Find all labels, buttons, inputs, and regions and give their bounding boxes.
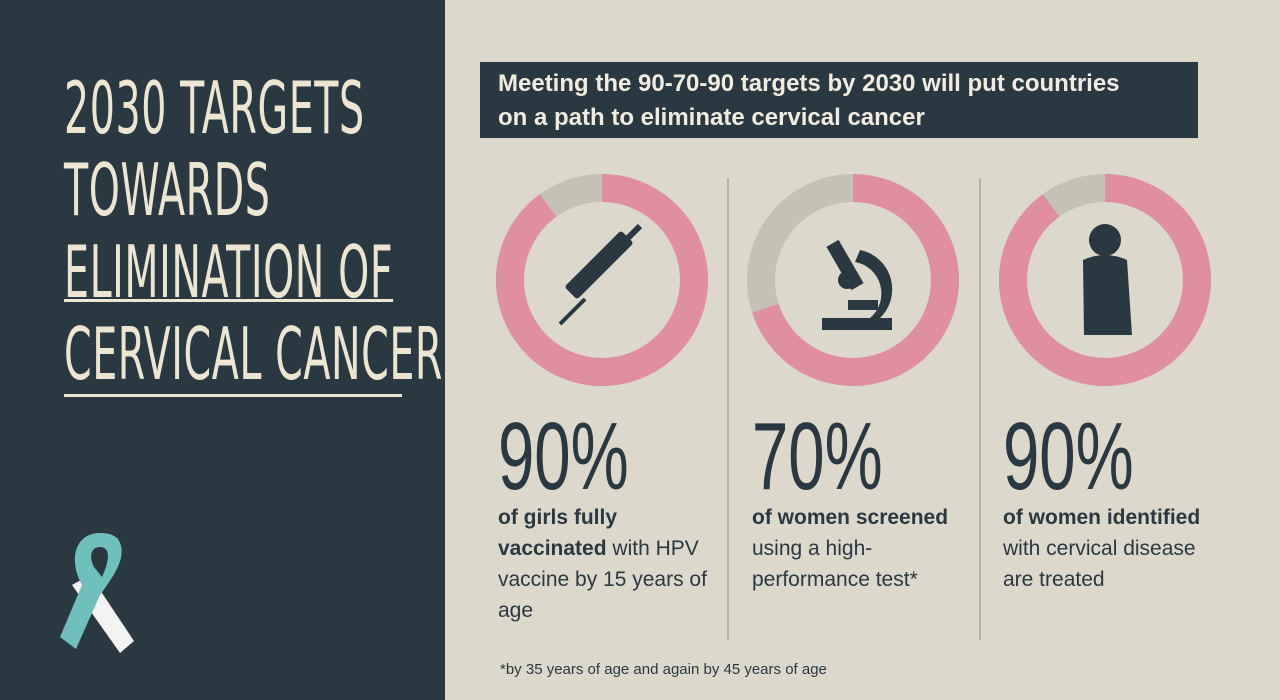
title-line: ELIMINATION OF <box>64 230 394 314</box>
description-text: using a high-performance test* <box>752 537 918 591</box>
title-line: TOWARDS <box>64 148 271 232</box>
percent: 90% <box>1003 403 1134 510</box>
description-text: with HPV vaccine by 15 years of age <box>498 537 707 622</box>
description: of girls fully vaccinated with HPV vacci… <box>498 502 723 626</box>
icon-microscope <box>822 239 893 330</box>
header-line: on a path to eliminate cervical cancer <box>498 104 925 131</box>
title-line: 2030 TARGETS <box>64 66 365 150</box>
description-bold: of women screened <box>752 506 949 529</box>
icon-syringe <box>558 223 643 326</box>
icon-woman <box>1083 224 1132 335</box>
donut-arc <box>999 174 1211 386</box>
donut-arc <box>747 174 959 386</box>
percent: 70% <box>752 403 883 510</box>
header-line: Meeting the 90-70-90 targets by 2030 wil… <box>498 70 1120 97</box>
title-underline <box>64 394 402 397</box>
left-panel <box>0 0 445 700</box>
description: of women screened using a high-performan… <box>752 502 977 595</box>
footnote: *by 35 years of age and again by 45 year… <box>500 661 827 678</box>
ribbon <box>60 533 134 653</box>
description-bold: of girls fully vaccinated <box>498 506 618 560</box>
description: of women identified with cervical diseas… <box>1003 502 1228 595</box>
description-text: with cervical disease are treated <box>1003 537 1196 591</box>
donut-arc <box>496 174 708 386</box>
title-line: CERVICAL CANCER <box>64 312 443 396</box>
percent: 90% <box>498 403 629 510</box>
header-box <box>480 62 1198 138</box>
description-bold: of women identified <box>1003 506 1201 529</box>
